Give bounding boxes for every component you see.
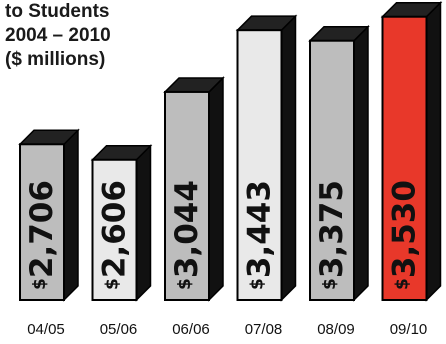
title-line-3: ($ millions) [5,49,105,70]
title-line-2: 2004 – 2010 [5,25,111,46]
bar-09-10: $3,530 [380,0,443,302]
category-label: 05/06 [100,321,138,338]
bar-side-face [280,14,297,302]
title-line-1: to Students [5,1,110,22]
bar-side-face [63,128,79,302]
bar-front-face [164,90,210,301]
bar-front-face [236,29,283,302]
bar-front-face [309,39,355,302]
bar-08-09: $3,375 [308,24,370,302]
bar-05-06: $2,606 [90,143,153,302]
category-label: 07/08 [245,321,283,338]
category-label: 08/09 [317,321,355,338]
bar-side-face [425,0,442,302]
category-label: 04/05 [27,321,65,338]
bar-front-face [91,158,138,301]
bar-value-label: $2,606 [97,180,133,290]
bar-value-label: $3,375 [314,180,350,290]
category-axis: 04/05 05/06 06/06 07/08 08/09 09/10 [27,321,427,338]
bar-value-label: $3,044 [169,180,205,290]
category-label: 09/10 [390,321,428,338]
bar-value-label: $3,530 [387,180,423,290]
bars-layer: $2,706 $2,606 $3,044 $3,443 $3,375 $3,530 [18,0,443,302]
bar-07-08: $3,443 [235,14,298,302]
bar-side-face [208,76,224,302]
bar-value-label: $3,443 [242,180,278,290]
category-label: 06/06 [172,321,210,338]
bar-04-05: $2,706 [18,128,80,302]
chart-title: to Students 2004 – 2010 ($ millions) [5,1,111,70]
bar-side-face [135,143,152,302]
bar-value-label: $2,706 [24,180,60,290]
bar-side-face [353,24,369,302]
bar-front-face [381,15,428,301]
bar-06-06: $3,044 [163,76,225,302]
bar-front-face [19,143,65,301]
